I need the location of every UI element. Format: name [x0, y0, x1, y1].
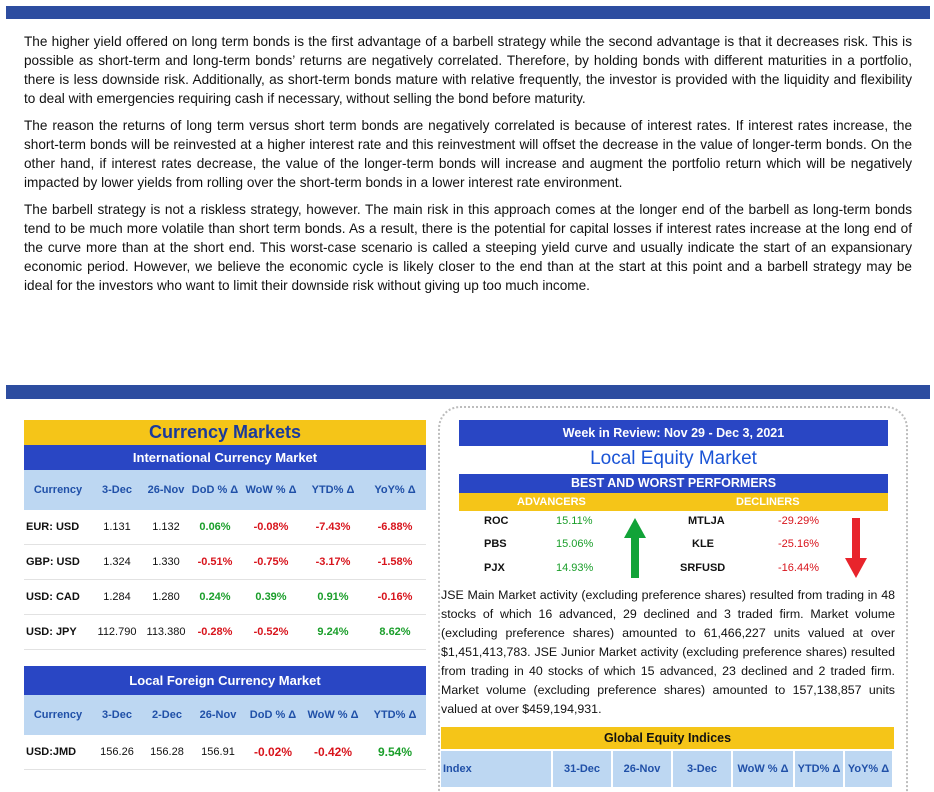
table-cell: 8.62% [364, 614, 426, 650]
table-cell: 112.790 [92, 614, 142, 650]
decliners-label: DECLINERS [736, 496, 800, 508]
local-currency-title: Local Foreign Currency Market [24, 666, 426, 695]
table-row: GBP: USD 1.324 1.330 -0.51% -0.75% -3.17% -1.5… [24, 544, 426, 580]
table-cell: -0.52% [240, 614, 302, 650]
table-cell: 1.284 [92, 579, 142, 615]
article-paragraph-2: The reason the returns of long term vers… [24, 118, 912, 190]
table-cell: -0.16% [364, 579, 426, 615]
decliner-ticker: SRFUSD [680, 562, 726, 574]
column-header: DoD % Δ [190, 470, 240, 510]
table-cell: 9.24% [302, 614, 364, 650]
table-cell: -7.43% [302, 510, 364, 545]
column-header: WoW % Δ [302, 695, 364, 735]
column-header: 3-Dec [92, 695, 142, 735]
global-equity-indices-header: Index 31-Dec 26-Nov 3-Dec WoW % Δ YTD% Δ YoY% … [441, 751, 894, 787]
column-header: 3-Dec [673, 751, 733, 787]
column-header: Currency [24, 470, 92, 510]
table-cell: 1.131 [92, 510, 142, 545]
column-header: DoD % Δ [244, 695, 302, 735]
table-cell: -0.28% [190, 614, 240, 650]
advancer-change: 14.93% [556, 562, 594, 574]
equity-panel-frame [438, 406, 908, 792]
advancers-decliners-bar: ADVANCERS DECLINERS [459, 493, 888, 511]
table-cell: -6.88% [364, 510, 426, 545]
currency-pair: USD: CAD [24, 579, 92, 615]
top-banner-bar [6, 6, 930, 19]
table-cell: -0.02% [244, 735, 302, 770]
down-arrow-icon [845, 518, 867, 578]
advancer-ticker: PJX [484, 562, 505, 574]
market-activity-summary: JSE Main Market activity (excluding pref… [441, 588, 895, 716]
table-cell: -3.17% [302, 544, 364, 580]
currency-pair: USD: JPY [24, 614, 92, 650]
column-header: YoY% Δ [845, 751, 894, 787]
column-header: 31-Dec [553, 751, 613, 787]
international-currency-title: International Currency Market [24, 445, 426, 470]
decliner-ticker: MTLJA [688, 515, 725, 527]
table-row: EUR: USD 1.131 1.132 0.06% -0.08% -7.43% -6.88… [24, 510, 426, 545]
international-currency-table: Currency Markets International Currency … [24, 420, 426, 650]
column-header: Index [441, 751, 553, 787]
advancer-change: 15.06% [556, 538, 594, 550]
table-cell: 156.91 [192, 735, 244, 770]
table-cell: 0.91% [302, 579, 364, 615]
local-currency-table: Local Foreign Currency Market Currency 3-… [24, 666, 426, 770]
advancer-ticker: PBS [484, 538, 507, 550]
currency-pair: EUR: USD [24, 510, 92, 545]
article-paragraph-3: The barbell strategy is not a riskless s… [24, 202, 912, 293]
column-header: YTD% Δ [364, 695, 426, 735]
table-cell: -0.51% [190, 544, 240, 580]
table-row: USD: JPY 112.790 113.380 -0.28% -0.52% 9.24% 8… [24, 614, 426, 650]
column-header: 2-Dec [142, 695, 192, 735]
column-header: WoW % Δ [240, 470, 302, 510]
decliner-change: -25.16% [778, 538, 819, 550]
currency-markets-title: Currency Markets [24, 420, 426, 445]
table-cell: 1.132 [142, 510, 190, 545]
table-cell: -1.58% [364, 544, 426, 580]
section-divider-bar [6, 385, 930, 399]
table-cell: -0.08% [240, 510, 302, 545]
table-cell: 0.06% [190, 510, 240, 545]
table-row: USD:JMD 156.26 156.28 156.91 -0.02% -0.42% 9.5… [24, 735, 426, 770]
column-header: 26-Nov [613, 751, 673, 787]
column-header: Currency [24, 695, 92, 735]
decliner-change: -29.29% [778, 515, 819, 527]
table-cell: 1.330 [142, 544, 190, 580]
column-header: 3-Dec [92, 470, 142, 510]
column-header: 26-Nov [142, 470, 190, 510]
decliner-ticker: KLE [692, 538, 714, 550]
table-cell: 156.28 [142, 735, 192, 770]
advancers-label: ADVANCERS [517, 496, 586, 508]
table-cell: 0.24% [190, 579, 240, 615]
decliner-change: -16.44% [778, 562, 819, 574]
week-in-review-header: Week in Review: Nov 29 - Dec 3, 2021 [459, 420, 888, 446]
table-cell: -0.42% [302, 735, 364, 770]
table-cell: 0.39% [240, 579, 302, 615]
local-equity-market-title: Local Equity Market [590, 448, 757, 469]
article-paragraph-1: The higher yield offered on long term bo… [24, 34, 912, 106]
advancer-change: 15.11% [556, 515, 593, 527]
column-header: YoY% Δ [364, 470, 426, 510]
column-header: 26-Nov [192, 695, 244, 735]
global-equity-indices-title: Global Equity Indices [441, 727, 894, 749]
up-arrow-icon [624, 518, 646, 578]
table-row: USD: CAD 1.284 1.280 0.24% 0.39% 0.91% -0.16% [24, 579, 426, 615]
advancer-ticker: ROC [484, 515, 509, 527]
currency-pair: GBP: USD [24, 544, 92, 580]
table-cell: 156.26 [92, 735, 142, 770]
column-header: YTD% Δ [795, 751, 845, 787]
table-cell: 1.280 [142, 579, 190, 615]
article-body: The higher yield offered on long term bo… [24, 32, 912, 303]
table-cell: -0.75% [240, 544, 302, 580]
currency-pair: USD:JMD [24, 735, 92, 770]
column-header: YTD% Δ [302, 470, 364, 510]
best-worst-performers-header: BEST AND WORST PERFORMERS [459, 474, 888, 493]
table-cell: 9.54% [364, 735, 426, 770]
table-cell: 1.324 [92, 544, 142, 580]
column-header: WoW % Δ [733, 751, 795, 787]
table-cell: 113.380 [142, 614, 190, 650]
